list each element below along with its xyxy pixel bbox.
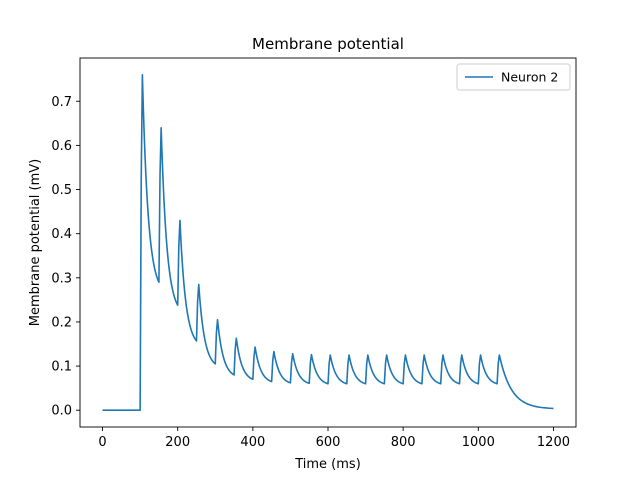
- x-tick-label: 200: [165, 435, 190, 450]
- x-tick-label: 400: [240, 435, 265, 450]
- legend-label-neuron-2: Neuron 2: [501, 70, 558, 85]
- y-tick-label: 0.1: [51, 360, 72, 375]
- y-tick-label: 0.2: [51, 315, 72, 330]
- y-tick-label: 0.7: [51, 95, 72, 110]
- legend-box: [456, 63, 571, 91]
- y-axis-label: Membrane potential (mV): [28, 159, 43, 326]
- plot-frame: [79, 57, 577, 428]
- x-tick-label: 1200: [537, 435, 570, 450]
- x-axis-ticks: 0 200 400 600 800 1000 1200: [98, 427, 570, 450]
- x-tick-label: 1000: [462, 435, 495, 450]
- x-tick-label: 0: [98, 435, 106, 450]
- y-tick-label: 0.4: [51, 227, 72, 242]
- x-tick-label: 600: [316, 435, 341, 450]
- y-tick-label: 0.6: [51, 139, 72, 154]
- y-tick-label: 0.3: [51, 271, 72, 286]
- chart-title: Membrane potential: [252, 35, 404, 53]
- x-axis-label: Time (ms): [294, 457, 361, 472]
- y-tick-label: 0.0: [51, 404, 72, 419]
- x-tick-label: 800: [391, 435, 416, 450]
- y-axis-ticks: 0.0 0.1 0.2 0.3 0.4 0.5 0.6 0.7: [51, 95, 80, 419]
- y-tick-label: 0.5: [51, 183, 72, 198]
- legend: Neuron 2: [456, 63, 571, 91]
- series-line-neuron-2: [102, 73, 554, 412]
